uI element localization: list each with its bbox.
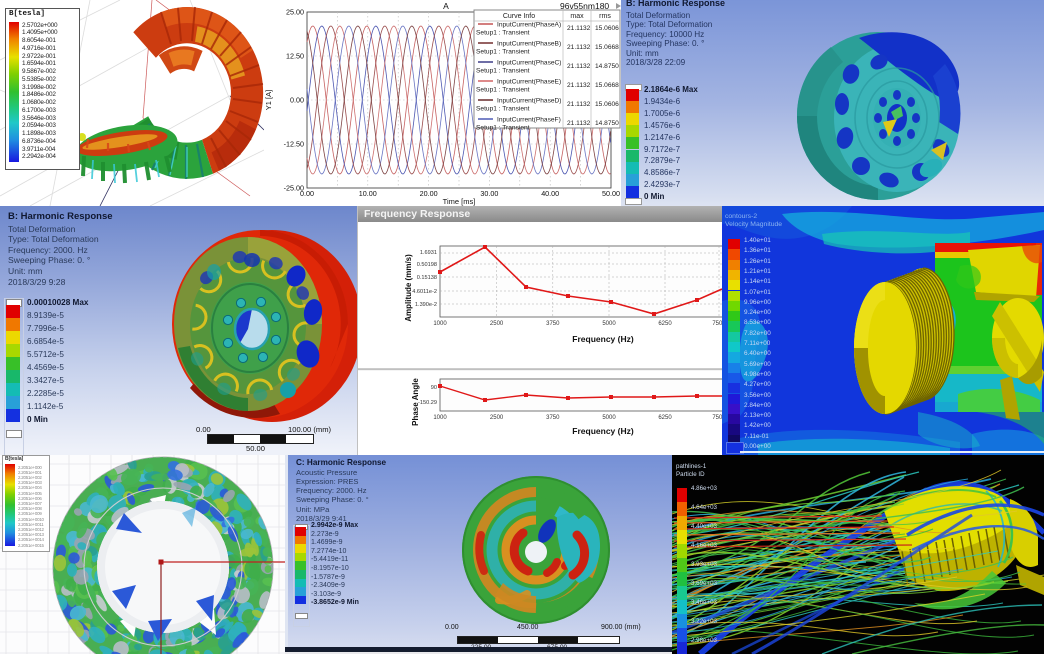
svg-text:Setup1 : Transient: Setup1 : Transient [476,49,530,56]
svg-text:21.1132: 21.1132 [567,101,591,108]
svg-text:30.00: 30.00 [480,189,498,198]
svg-text:15.0606: 15.0606 [595,101,619,108]
svg-text:4.6011e-2: 4.6011e-2 [412,289,437,295]
svg-text:25.00: 25.00 [286,8,304,17]
svg-text:15.0606: 15.0606 [595,25,619,32]
svg-text:InputCurrent(PhaseF): InputCurrent(PhaseF) [497,117,561,124]
svg-text:2500: 2500 [490,415,504,421]
svg-text:21.1132: 21.1132 [567,82,591,89]
svg-text:90: 90 [431,385,437,391]
svg-text:21.1132: 21.1132 [567,44,591,51]
svg-text:Y1 [A]: Y1 [A] [264,90,273,110]
svg-text:InputCurrent(PhaseE): InputCurrent(PhaseE) [497,79,561,86]
svg-text:12.50: 12.50 [286,52,304,61]
svg-text:21.1132: 21.1132 [567,63,591,70]
svg-text:15.0668: 15.0668 [595,44,619,51]
svg-text:1.6931: 1.6931 [420,250,437,256]
svg-text:rms: rms [599,13,611,20]
svg-text:7500: 7500 [712,415,723,421]
svg-text:Frequency (Hz): Frequency (Hz) [572,334,634,344]
svg-text:96v55nm180: 96v55nm180 [560,1,609,11]
svg-text:Phase Angle: Phase Angle [411,378,420,426]
svg-text:5000: 5000 [602,321,616,327]
svg-text:Setup1 : Transient: Setup1 : Transient [476,106,530,113]
svg-text:2500: 2500 [490,321,504,327]
svg-text:1000: 1000 [433,321,447,327]
svg-text:10.00: 10.00 [359,189,377,198]
svg-text:1.390e-2: 1.390e-2 [415,302,437,308]
svg-text:0.15138: 0.15138 [417,275,437,281]
svg-text:max: max [570,13,584,20]
svg-text:-150.29: -150.29 [418,400,437,406]
svg-text:21.1132: 21.1132 [567,120,591,127]
svg-text:0.50198: 0.50198 [417,262,437,268]
svg-text:0.00: 0.00 [290,96,304,105]
svg-text:6250: 6250 [658,321,672,327]
svg-text:Amplitude (mm/s): Amplitude (mm/s) [404,254,413,322]
svg-text:20.00: 20.00 [420,189,438,198]
svg-text:-12.50: -12.50 [284,140,304,149]
svg-text:7500: 7500 [712,321,723,327]
svg-text:Frequency (Hz): Frequency (Hz) [572,426,634,436]
svg-text:Setup1 : Transient: Setup1 : Transient [476,87,530,94]
svg-text:InputCurrent(PhaseD): InputCurrent(PhaseD) [497,98,562,105]
svg-text:40.00: 40.00 [541,189,559,198]
svg-text:3750: 3750 [546,415,560,421]
svg-text:InputCurrent(PhaseB): InputCurrent(PhaseB) [497,41,561,48]
svg-text:21.1132: 21.1132 [567,25,591,32]
svg-text:15.0668: 15.0668 [595,82,619,89]
svg-text:InputCurrent(PhaseC): InputCurrent(PhaseC) [497,60,562,67]
svg-text:Setup1 : Transient: Setup1 : Transient [476,68,530,75]
svg-text:3750: 3750 [546,321,560,327]
svg-text:Time [ms]: Time [ms] [443,197,476,206]
svg-text:-25.00: -25.00 [284,184,304,193]
svg-text:14.8750: 14.8750 [595,63,619,70]
svg-text:5000: 5000 [602,415,616,421]
svg-text:A: A [443,1,449,11]
svg-text:14.8750: 14.8750 [595,120,619,127]
svg-text:50.00: 50.00 [602,189,620,198]
svg-text:0.00: 0.00 [300,189,314,198]
svg-text:Setup1 : Transient: Setup1 : Transient [476,30,530,37]
svg-text:InputCurrent(PhaseA): InputCurrent(PhaseA) [497,22,561,29]
svg-text:1000: 1000 [433,415,447,421]
svg-text:Setup1 : Transient: Setup1 : Transient [476,125,530,132]
svg-text:Curve Info: Curve Info [503,13,535,20]
svg-text:6250: 6250 [658,415,672,421]
